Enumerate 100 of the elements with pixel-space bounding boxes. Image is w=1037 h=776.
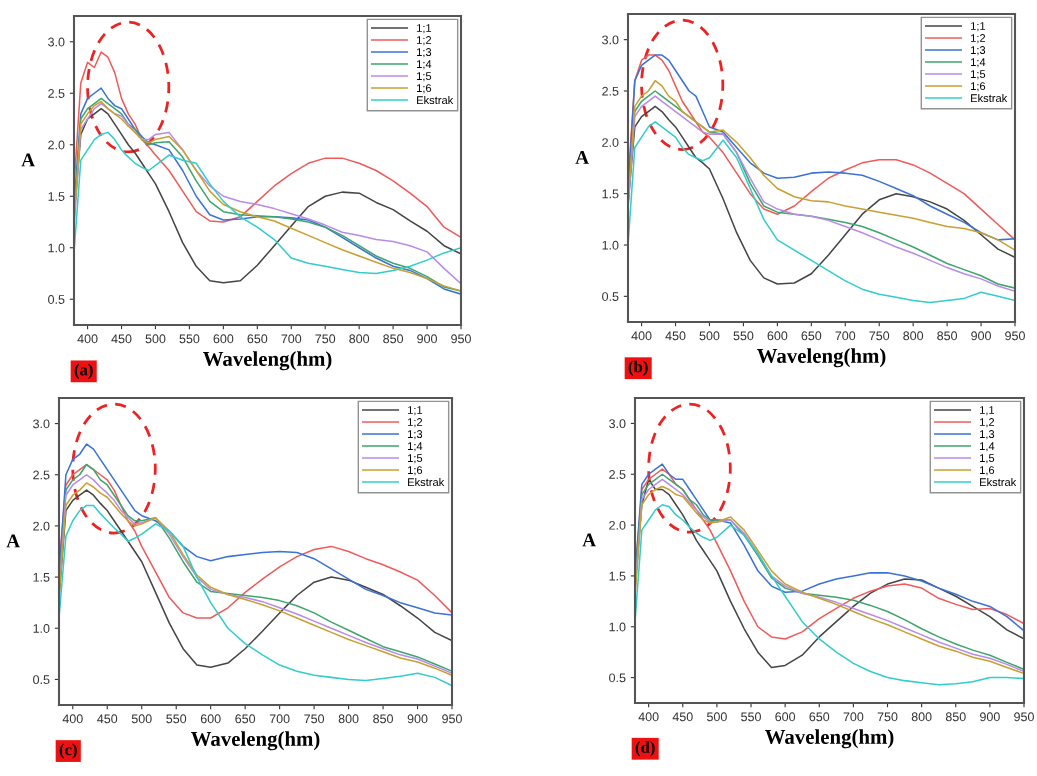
y-tick-label: 1.0 [33,624,50,633]
y-axis-title: A [6,534,21,548]
x-tick-label: 700 [281,334,302,344]
line-series [628,121,1015,304]
y-tick-label: 2.5 [609,470,626,479]
x-tick-label: 950 [1014,712,1034,722]
y-tick-label: 3.0 [602,35,619,45]
legend-label: 1,2 [980,418,995,428]
x-tick-label: 700 [835,331,856,341]
x-tick-label: 600 [200,714,221,724]
y-axis-title: A [575,151,590,164]
y-axis-title: A [582,533,597,547]
legend-label: 1;5 [408,454,423,464]
y-tick-label: 1.0 [609,622,626,632]
legend-label: 1,3 [980,430,995,440]
legend-label: 1;2 [971,34,986,44]
x-tick-label: 550 [741,712,761,722]
text: (d) [635,741,655,757]
x-tick-label: 400 [638,712,659,722]
y-tick-label: 0.5 [48,295,65,304]
legend-label: 1;6 [971,82,986,92]
x-tick-label: 950 [451,334,471,344]
x-tick-label: 750 [304,714,325,724]
x-tick-label: 700 [269,714,290,724]
x-tick-label: 550 [179,334,200,344]
x-tick-label: 900 [417,334,437,344]
x-axis-title: Waveleng(hm) [756,348,886,368]
legend-label: 1;6 [417,84,432,94]
y-tick-label: 1.5 [33,573,50,582]
y-tick-label: 0.5 [33,675,50,685]
legend-label: 1;3 [417,48,432,58]
text: (a) [74,363,93,379]
y-tick-label: 2.0 [33,521,50,531]
text: (c) [59,743,77,759]
x-tick-label: 400 [77,334,98,344]
line-series [628,79,1015,251]
y-tick-label: 2.5 [602,86,619,96]
x-tick-label: 900 [407,714,428,724]
y-tick-label: 1.0 [602,240,619,250]
legend-label: 1;1 [971,22,986,32]
x-axis-title: Waveleng(hm) [190,731,320,751]
y-tick-label: 1.5 [48,192,65,201]
line-series [59,504,452,687]
legend-label: Ekstrak [417,95,454,105]
legend-label: 1;4 [408,442,423,452]
x-tick-label: 650 [247,334,268,344]
legend-label: 1;5 [971,70,986,80]
legend-label: 1;3 [408,430,423,440]
x-tick-label: 950 [442,714,462,724]
legend-label: 1;5 [417,72,432,82]
x-tick-label: 500 [706,712,727,722]
x-tick-label: 900 [971,331,991,341]
x-tick-label: 750 [877,712,898,722]
x-tick-label: 600 [775,712,796,722]
x-tick-label: 600 [213,334,234,344]
x-tick-label: 700 [843,712,864,722]
x-tick-label: 550 [166,714,187,724]
x-axis-title: Waveleng(hm) [202,351,332,371]
x-tick-label: 950 [1005,331,1025,341]
x-tick-label: 650 [809,712,830,722]
y-tick-label: 1.5 [602,189,619,199]
x-tick-label: 850 [937,331,958,341]
legend-label: 1;4 [417,60,432,70]
x-tick-label: 850 [383,334,404,344]
x-axis-title: Waveleng(hm) [764,729,894,749]
y-tick-label: 2.5 [48,89,65,98]
x-tick-label: 400 [62,714,83,724]
x-tick-label: 800 [903,331,924,341]
x-tick-label: 450 [111,334,132,344]
x-tick-label: 500 [131,714,152,724]
x-tick-label: 750 [315,334,336,344]
x-tick-label: 800 [349,334,370,344]
x-tick-label: 600 [767,331,788,341]
legend-label: 1,6 [980,466,995,476]
legend-label: 1,4 [980,442,995,452]
text: (b) [628,360,648,376]
x-tick-label: 650 [801,331,822,341]
legend-label: 1;6 [408,466,423,476]
legend-label: 1;1 [417,24,432,34]
x-tick-label: 800 [911,712,932,722]
x-tick-label: 800 [338,714,359,724]
legend-label: 1;1 [408,406,423,416]
x-tick-label: 650 [235,714,256,724]
legend-label: Ekstrak [971,93,1008,103]
legend-label: 1,5 [980,454,995,464]
y-tick-label: 3.0 [33,419,50,429]
y-tick-label: 2.0 [48,140,65,150]
y-tick-label: 2.0 [602,138,619,147]
line-series [74,131,461,275]
y-tick-label: 0.5 [602,292,619,301]
y-axis-title: A [21,153,36,167]
legend-label: 1;2 [408,418,423,428]
y-tick-label: 0.5 [609,673,626,683]
legend-label: 1;2 [417,36,432,46]
x-tick-label: 850 [373,714,393,724]
x-tick-label: 450 [665,331,686,341]
x-tick-label: 500 [145,334,166,344]
y-tick-label: 1.5 [609,571,626,581]
line-series [628,54,1015,241]
x-tick-label: 550 [733,331,754,341]
